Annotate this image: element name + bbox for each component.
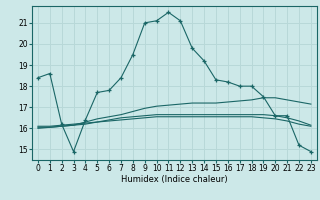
X-axis label: Humidex (Indice chaleur): Humidex (Indice chaleur) <box>121 175 228 184</box>
